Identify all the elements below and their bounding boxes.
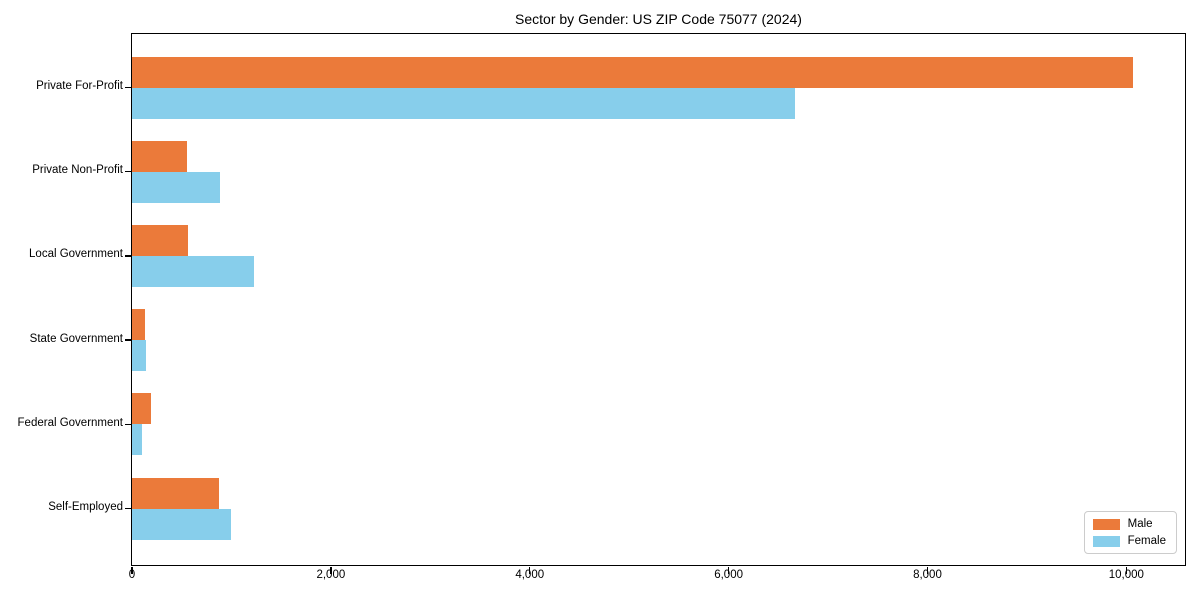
y-tick-mark <box>125 339 132 341</box>
x-tick-label-8-000: 8,000 <box>913 569 942 581</box>
bar-male-private-for-profit <box>132 56 1134 88</box>
bar-male-local-government <box>132 224 188 256</box>
y-tick-label-private-for-profit: Private For-Profit <box>36 80 123 92</box>
x-tick-mark <box>131 566 133 574</box>
x-tick-label-10-000: 10,000 <box>1108 569 1144 581</box>
y-tick-label-self-employed: Self-Employed <box>48 501 123 513</box>
x-tick-label-2-000: 2,000 <box>316 569 346 581</box>
x-tick-mark <box>1125 566 1128 574</box>
y-tick-label-private-non-profit: Private Non-Profit <box>32 164 123 177</box>
bar-male-state-government <box>132 309 145 341</box>
bar-male-self-employed <box>132 477 219 509</box>
x-tick-mark <box>528 566 531 574</box>
y-tick-mark <box>125 507 132 510</box>
y-tick-mark <box>125 423 132 426</box>
plot-area: Private For-Profit Private Non-Profit Loca… <box>18 33 1186 581</box>
y-tick-label-federal-government: Federal Government <box>17 416 123 429</box>
bar-female-state-government <box>132 340 146 372</box>
x-tick-label-6-000: 6,000 <box>714 569 743 581</box>
bar-male-federal-government <box>132 393 151 425</box>
legend-item-male: Male <box>1092 518 1166 530</box>
x-tick-mark <box>330 566 332 574</box>
y-tick-label-local-government: Local Government <box>29 248 123 261</box>
bar-female-private-non-profit <box>132 171 220 203</box>
chart-title: Sector by Gender: US ZIP Code 75077 (202… <box>515 11 802 27</box>
y-tick-mark <box>125 170 132 173</box>
x-tick-mark <box>926 566 929 574</box>
x-tick-label-0: 0 <box>128 569 136 581</box>
bar-female-local-government <box>132 255 255 287</box>
legend-swatch-female <box>1092 535 1120 547</box>
x-tick-mark <box>727 566 730 574</box>
legend-item-female: Female <box>1092 535 1166 547</box>
legend-swatch-male <box>1092 518 1120 530</box>
bar-male-private-non-profit <box>132 140 187 172</box>
bar-female-federal-government <box>132 424 142 456</box>
legend-label-female: Female <box>1127 535 1166 547</box>
bar-female-self-employed <box>132 508 232 540</box>
legend: Male Female <box>1083 511 1177 554</box>
bar-female-private-for-profit <box>132 87 796 119</box>
x-tick-label-4-000: 4,000 <box>515 569 545 581</box>
y-tick-label-state-government: State Government <box>29 332 123 345</box>
legend-label-male: Male <box>1127 518 1153 530</box>
y-tick-mark <box>125 86 132 89</box>
y-tick-mark <box>125 255 132 257</box>
